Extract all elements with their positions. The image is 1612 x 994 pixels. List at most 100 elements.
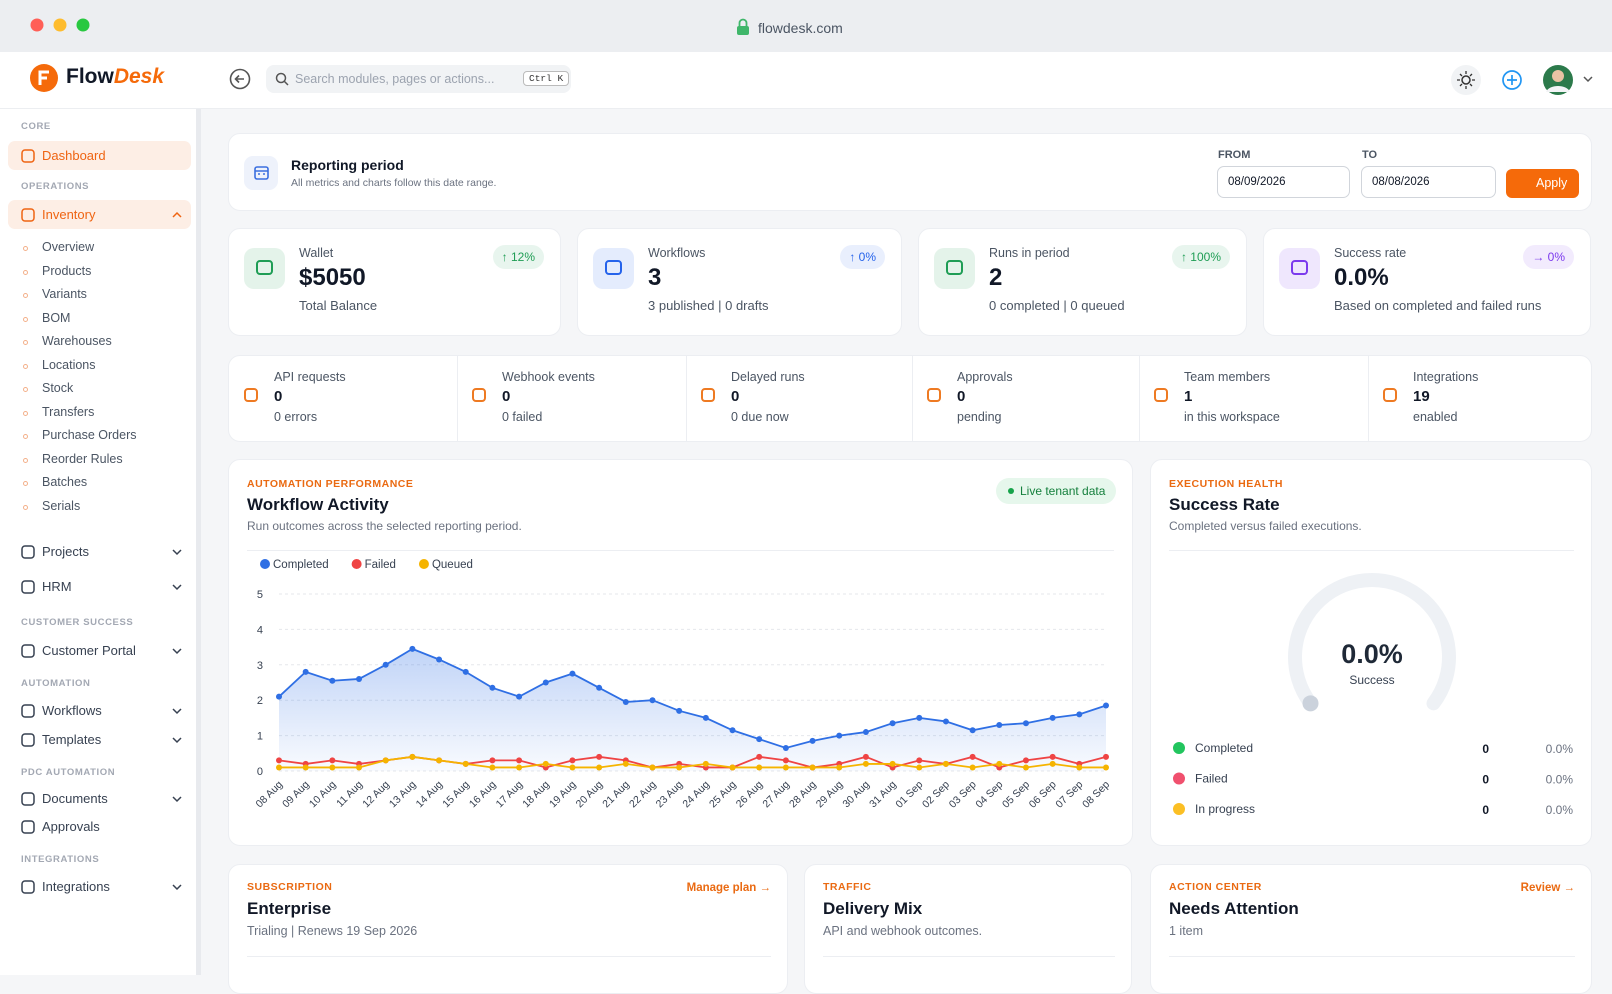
card-title: Enterprise xyxy=(247,899,332,918)
point xyxy=(782,744,789,751)
sub-dot xyxy=(23,410,28,416)
nav-icon xyxy=(21,580,35,594)
sub-item[interactable]: Purchase Orders xyxy=(42,428,137,442)
legend-dot xyxy=(260,559,270,569)
to-input[interactable]: 08/08/2026 xyxy=(1361,166,1496,198)
period-card: Reporting period All metrics and charts … xyxy=(228,133,1592,211)
stat-icon-glyph xyxy=(256,260,273,275)
divider xyxy=(247,956,771,957)
health-subtitle: Completed versus failed executions. xyxy=(1169,519,1362,533)
x-tick-label: 09 Aug xyxy=(280,779,312,811)
nav-item[interactable]: Templates xyxy=(8,725,191,754)
point xyxy=(702,760,709,767)
back-button[interactable] xyxy=(229,68,251,90)
stat-note: 0 completed | 0 queued xyxy=(989,298,1125,313)
y-tick-label: 1 xyxy=(257,731,263,743)
point xyxy=(649,764,656,771)
point xyxy=(702,714,709,721)
from-input[interactable]: 08/09/2026 xyxy=(1217,166,1350,198)
nav-label: Templates xyxy=(42,732,102,747)
nav-label: Inventory xyxy=(42,207,96,222)
sub-item[interactable]: Products xyxy=(42,263,92,278)
x-tick-label: 13 Aug xyxy=(387,779,419,811)
card-link[interactable]: Manage plan → xyxy=(686,882,771,894)
apply-button[interactable]: Apply xyxy=(1506,169,1579,198)
point xyxy=(996,721,1003,728)
legend-label: Failed xyxy=(365,559,396,571)
sub-dot xyxy=(23,246,28,251)
live-badge: Live tenant data xyxy=(996,478,1116,504)
point xyxy=(462,760,469,767)
stat-value: 0.0% xyxy=(1334,264,1389,291)
point xyxy=(809,764,816,771)
legend-dot xyxy=(351,559,362,569)
mini-value: 0 xyxy=(502,388,511,405)
nav-item[interactable]: Dashboard xyxy=(8,141,191,170)
x-tick-label: 05 Sep xyxy=(1000,779,1032,811)
x-tick-label: 08 Aug xyxy=(254,779,286,811)
live-badge-text: Live tenant data xyxy=(1020,484,1106,498)
logo[interactable] xyxy=(28,62,60,94)
sub-dot xyxy=(23,434,28,439)
nav-item[interactable]: Integrations xyxy=(8,872,191,901)
nav-label: Integrations xyxy=(42,879,110,894)
x-tick-label: 23 Aug xyxy=(654,779,686,811)
stat-icon-glyph xyxy=(1291,260,1308,275)
stat-change: ↑ 12% xyxy=(492,245,544,269)
search-box[interactable]: Search modules, pages or actions... Ctrl… xyxy=(266,65,571,93)
sub-item[interactable]: Locations xyxy=(42,357,96,372)
y-tick-label: 3 xyxy=(257,660,263,672)
point xyxy=(462,668,469,675)
point xyxy=(809,737,816,744)
card-eyebrow: SUBSCRIPTION xyxy=(247,881,333,893)
chevron-path xyxy=(172,549,182,556)
chevron-path xyxy=(172,796,182,803)
y-tick-label: 5 xyxy=(257,589,263,601)
nav-icon-shape xyxy=(21,820,35,834)
row-name: In progress xyxy=(1195,802,1255,816)
sub-item[interactable]: Batches xyxy=(42,475,88,489)
nav-item[interactable]: HRM xyxy=(8,572,191,601)
nav-label: HRM xyxy=(42,579,72,594)
nav-item[interactable]: Inventory xyxy=(8,200,191,229)
bottom-card: TRAFFIC Delivery Mix API and webhook outco… xyxy=(804,864,1132,994)
sub-item[interactable]: BOM xyxy=(42,310,71,325)
nav-item[interactable]: Approvals xyxy=(8,812,191,841)
point xyxy=(916,764,923,771)
point xyxy=(329,677,336,684)
point xyxy=(436,656,443,663)
mini-icon xyxy=(1383,388,1397,402)
nav-item[interactable]: Customer Portal xyxy=(8,636,191,665)
point xyxy=(1103,764,1109,771)
point xyxy=(862,753,869,760)
url[interactable]: flowdesk.com xyxy=(758,20,843,36)
sub-item[interactable]: Overview xyxy=(42,240,95,254)
chevron xyxy=(172,796,182,803)
chevron-path xyxy=(172,584,182,591)
chevron xyxy=(172,549,182,556)
mini-note: 0 failed xyxy=(502,410,543,424)
sub-item[interactable]: Warehouses xyxy=(42,334,112,348)
sub-item[interactable]: Variants xyxy=(42,287,87,301)
stat-card: Wallet $5050 Total Balance ↑ 12% xyxy=(228,228,561,336)
section-label: AUTOMATION xyxy=(21,678,91,689)
mini-icon xyxy=(701,388,715,402)
stat-icon-glyph xyxy=(605,260,622,275)
health-eyebrow: EXECUTION HEALTH xyxy=(1169,478,1283,490)
sub-item[interactable]: Stock xyxy=(42,381,74,395)
nav-item[interactable]: Documents xyxy=(8,784,191,813)
card-eyebrow: TRAFFIC xyxy=(823,881,872,893)
sub-item[interactable]: Transfers xyxy=(42,404,95,419)
sub-item[interactable]: Serials xyxy=(42,498,81,513)
point xyxy=(436,757,443,764)
header-actions[interactable] xyxy=(1448,62,1612,98)
y-tick-label: 0 xyxy=(257,766,263,778)
stat-icon-glyph xyxy=(946,260,963,275)
nav-item[interactable]: Workflows xyxy=(8,696,191,725)
point xyxy=(1076,711,1083,718)
cell-divider xyxy=(686,356,687,441)
row-count: 0 xyxy=(1482,773,1489,787)
sub-item[interactable]: Reorder Rules xyxy=(42,451,123,466)
nav-item[interactable]: Projects xyxy=(8,537,191,566)
card-link[interactable]: Review → xyxy=(1520,882,1575,894)
